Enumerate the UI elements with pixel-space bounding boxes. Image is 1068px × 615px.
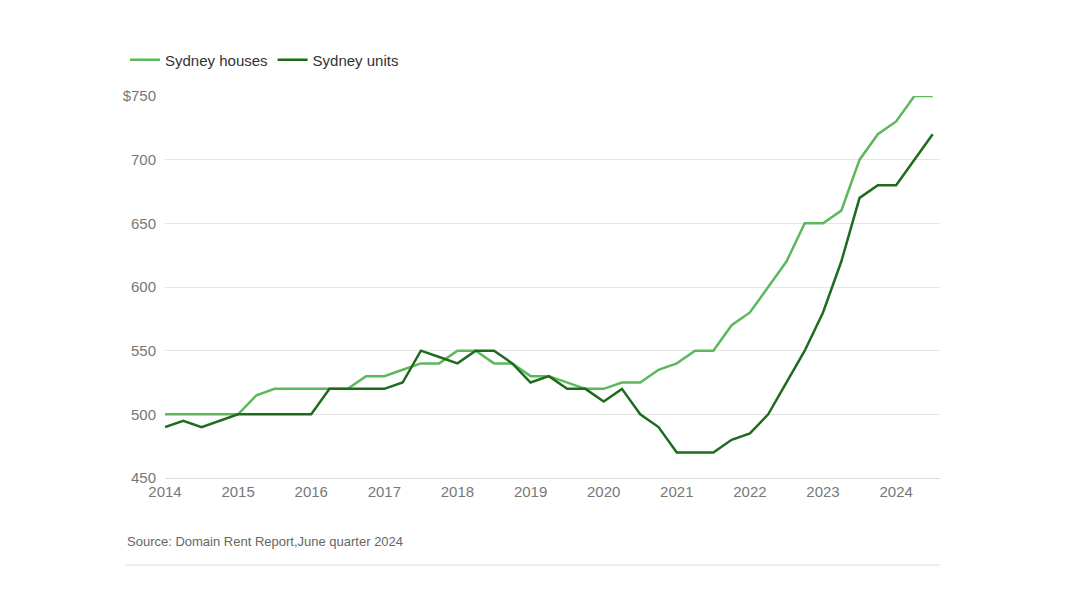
svg-text:2018: 2018 (441, 483, 474, 500)
svg-text:2015: 2015 (221, 483, 254, 500)
svg-text:2017: 2017 (368, 483, 401, 500)
svg-text:Sydney houses: Sydney houses (165, 52, 268, 69)
svg-text:650: 650 (131, 215, 156, 232)
svg-text:600: 600 (131, 278, 156, 295)
svg-text:2020: 2020 (587, 483, 620, 500)
svg-text:2014: 2014 (148, 483, 181, 500)
svg-text:2024: 2024 (879, 483, 912, 500)
svg-text:500: 500 (131, 406, 156, 423)
svg-text:Source: Domain Rent Report,Jun: Source: Domain Rent Report,June quarter … (127, 534, 403, 549)
svg-text:$750: $750 (123, 87, 156, 104)
svg-text:Sydney units: Sydney units (313, 52, 399, 69)
svg-text:2019: 2019 (514, 483, 547, 500)
svg-text:2023: 2023 (806, 483, 839, 500)
svg-text:2022: 2022 (733, 483, 766, 500)
svg-text:550: 550 (131, 342, 156, 359)
svg-text:700: 700 (131, 151, 156, 168)
svg-text:450: 450 (131, 469, 156, 486)
svg-text:2021: 2021 (660, 483, 693, 500)
svg-text:2016: 2016 (295, 483, 328, 500)
